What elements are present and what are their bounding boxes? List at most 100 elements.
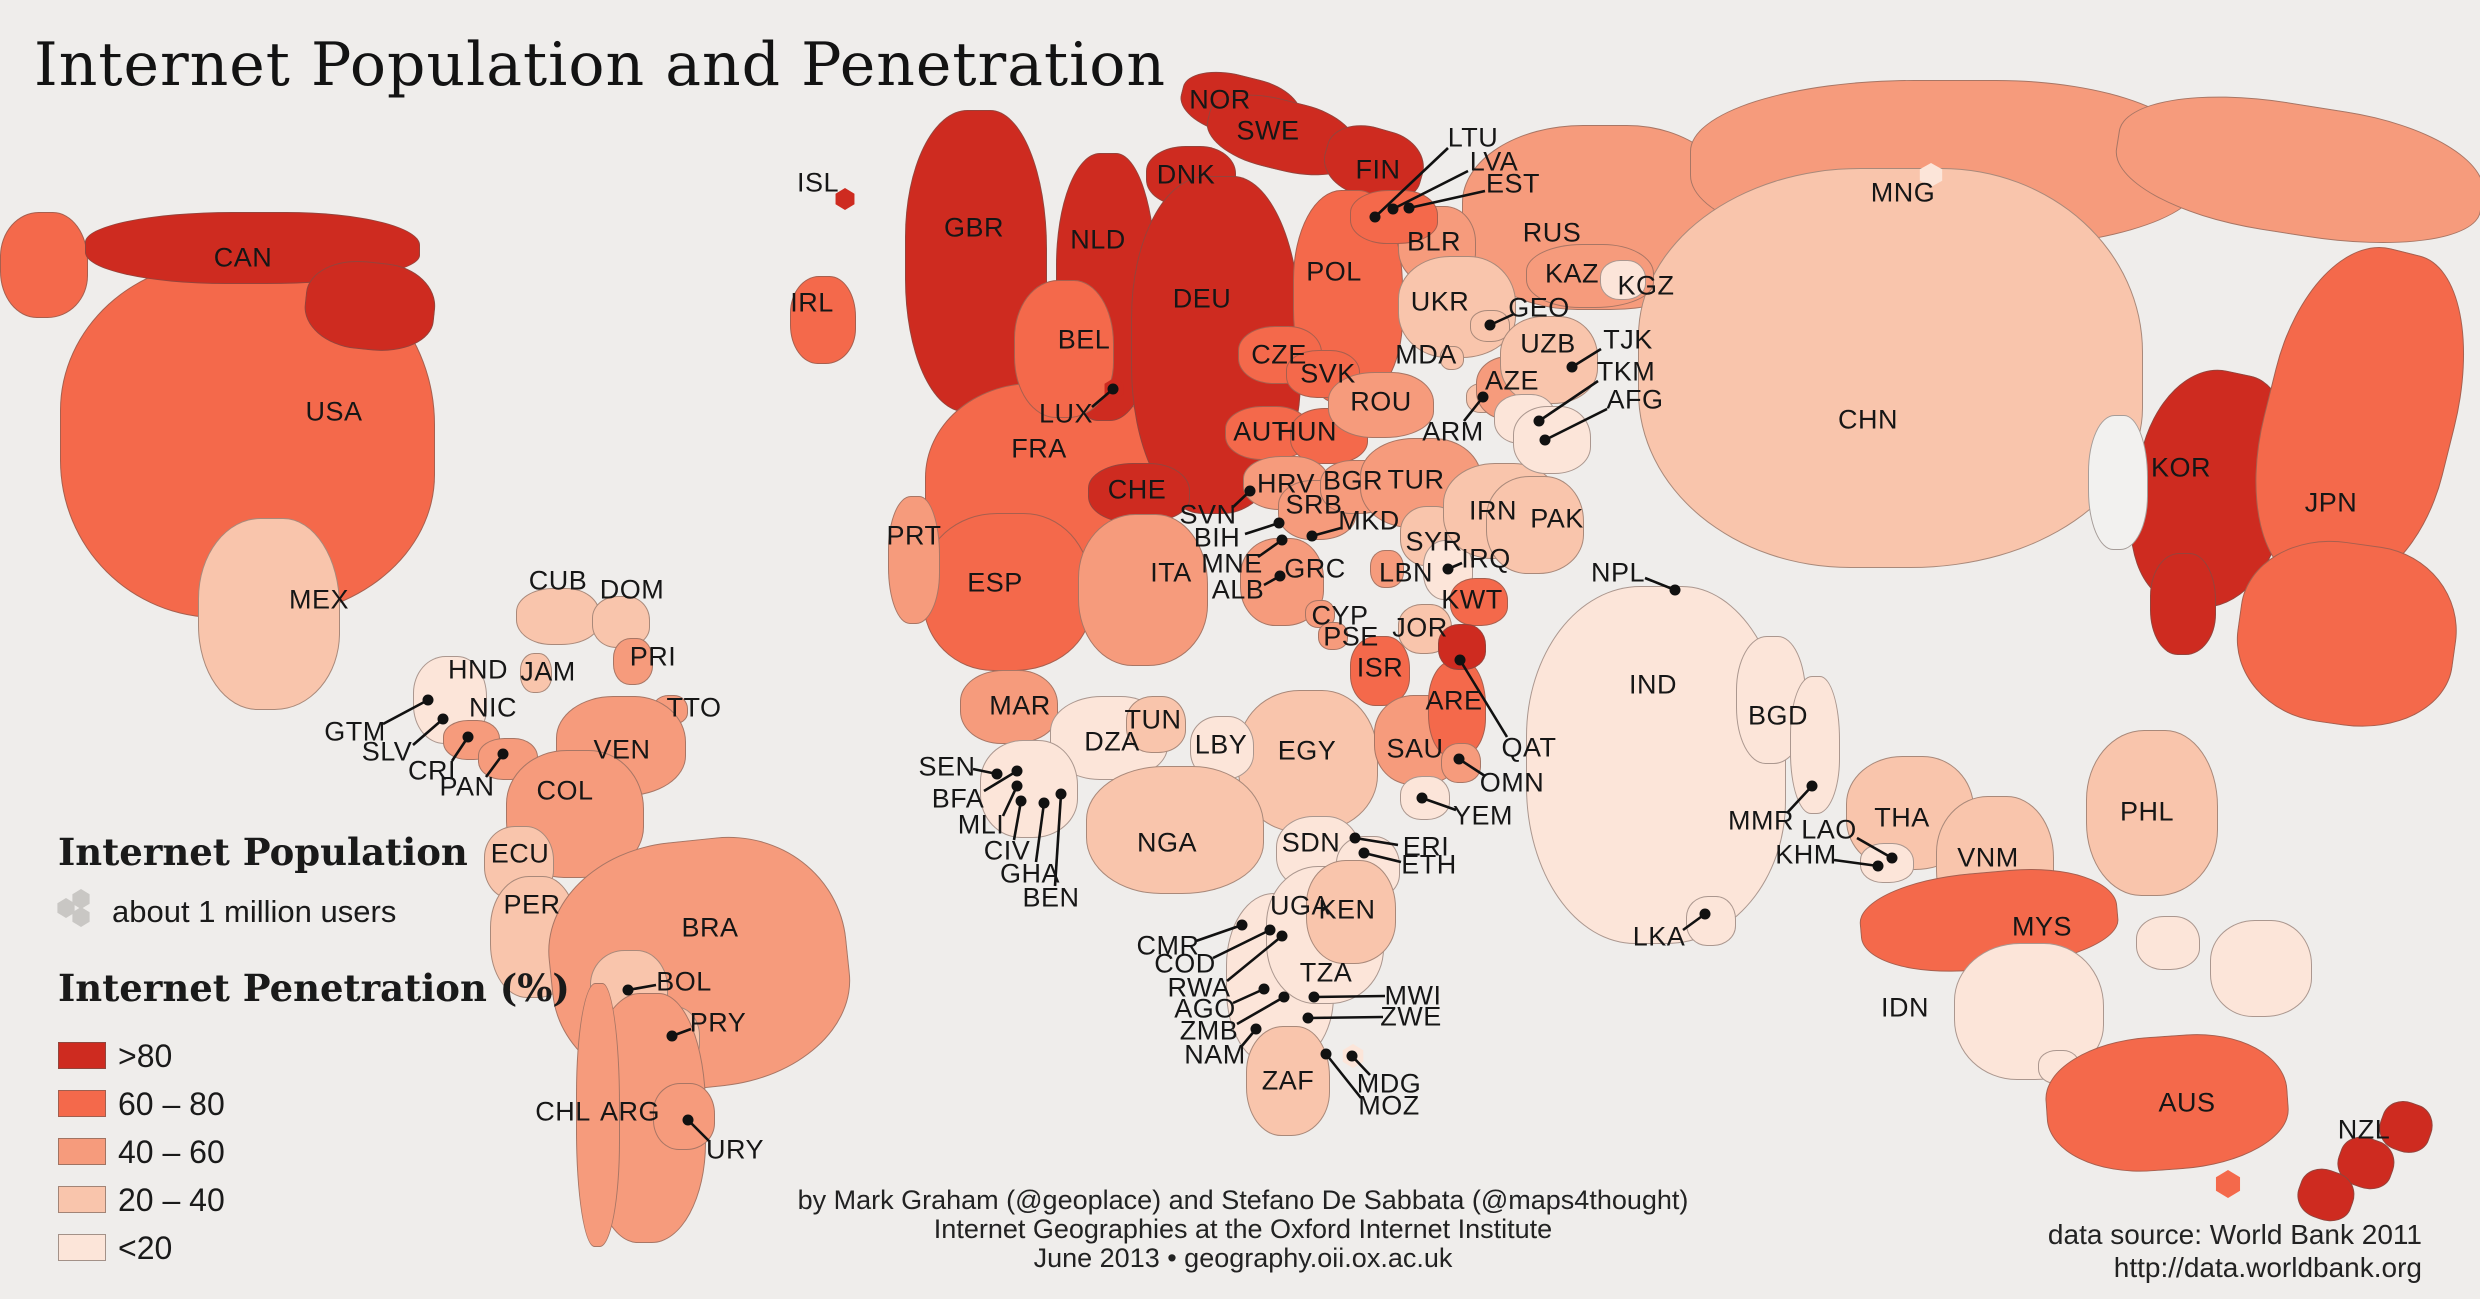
country-dot-BEN <box>1055 788 1067 800</box>
country-shape-ZAF <box>1246 1026 1330 1136</box>
country-shape-MMR <box>1790 676 1840 814</box>
country-label-PER: PER <box>503 889 561 920</box>
country-dot-MNE <box>1276 534 1288 546</box>
country-label-TTO: TTO <box>666 692 722 723</box>
country-label-CAN: CAN <box>213 242 273 273</box>
country-label-RUS: RUS <box>1522 217 1582 248</box>
country-label-DNK: DNK <box>1156 159 1216 190</box>
country-shape-CHE <box>1088 463 1190 523</box>
leader-line-RWA <box>1226 934 1283 983</box>
country-label-ROU: ROU <box>1350 386 1412 417</box>
country-shape-CHL <box>576 983 620 1247</box>
country-dot-MWI <box>1308 991 1320 1003</box>
page-title: Internet Population and Penetration <box>34 30 1167 100</box>
leader-line-SLV <box>412 718 444 746</box>
country-shape-QAT <box>1438 624 1486 670</box>
hex-icon-part <box>72 907 90 927</box>
country-dot-LKA <box>1699 908 1711 920</box>
country-label-ZAF: ZAF <box>1261 1065 1315 1096</box>
country-label-THA: THA <box>1874 802 1930 833</box>
country-shape-PSE <box>1318 622 1348 650</box>
country-label-MWI: MWI <box>1384 980 1442 1011</box>
country-label-ESP: ESP <box>967 567 1023 598</box>
country-label-IDN: IDN <box>1881 992 1929 1023</box>
country-dot-URY <box>682 1114 694 1126</box>
country-label-MKD: MKD <box>1338 505 1400 536</box>
leader-line-EST <box>1408 189 1486 210</box>
country-label-BEN: BEN <box>1022 882 1080 913</box>
legend-range-label: 20 – 40 <box>118 1182 225 1218</box>
country-shape-IDN <box>2210 920 2312 1017</box>
legend-range-label: >80 <box>118 1038 173 1074</box>
country-label-GBR: GBR <box>943 212 1005 243</box>
country-label-MAR: MAR <box>989 690 1051 721</box>
country-dot-LUX <box>1107 383 1119 395</box>
country-label-SRB: SRB <box>1285 489 1343 520</box>
country-label-ISR: ISR <box>1356 652 1404 683</box>
leader-line-GTM <box>382 698 429 726</box>
leader-line-LVA <box>1392 169 1469 211</box>
country-shape-IND <box>1526 586 1786 944</box>
country-label-PHL: PHL <box>2119 796 2175 827</box>
country-label-UKR: UKR <box>1410 286 1470 317</box>
country-label-TZA: TZA <box>1299 957 1353 988</box>
leader-line-QAT <box>1458 659 1509 738</box>
legend-range-label: 60 – 80 <box>118 1086 225 1122</box>
country-dot-GEO <box>1484 319 1496 331</box>
country-label-HUN: HUN <box>1277 416 1337 447</box>
country-shape-ESP <box>923 513 1091 671</box>
country-dot-ALB <box>1274 570 1286 582</box>
country-label-CRI: CRI <box>408 755 456 786</box>
country-label-NOR: NOR <box>1189 84 1251 115</box>
country-label-ALB: ALB <box>1211 574 1265 605</box>
country-dot-TJK <box>1566 361 1578 373</box>
country-label-CUB: CUB <box>528 565 588 596</box>
country-label-CHE: CHE <box>1107 474 1167 505</box>
leader-line-CIV <box>1012 800 1023 841</box>
country-label-POL: POL <box>1306 256 1362 287</box>
country-label-DZA: DZA <box>1084 726 1140 757</box>
leader-line-COD <box>1212 928 1271 960</box>
credits-line: June 2013 • geography.oii.ox.ac.uk <box>1033 1243 1453 1273</box>
country-shape-ISR <box>1350 636 1410 706</box>
credits-line: by Mark Graham (@geoplace) and Stefano D… <box>797 1185 1689 1215</box>
country-label-SVN: SVN <box>1179 499 1237 530</box>
country-dot-TKM <box>1533 415 1545 427</box>
data-source-line: data source: World Bank 2011 <box>2047 1219 2422 1250</box>
leader-line-MMR <box>1786 785 1813 814</box>
country-label-MYS: MYS <box>2011 911 2073 942</box>
country-label-JAM: JAM <box>520 656 576 687</box>
country-shape-CHN <box>1638 168 2143 568</box>
legend-penetration-heading: Internet Penetration (%) <box>58 966 570 1010</box>
country-label-DEU: DEU <box>1172 283 1232 314</box>
country-label-KHM: KHM <box>1775 839 1837 870</box>
country-label-JOR: JOR <box>1392 612 1448 643</box>
country-label-NAM: NAM <box>1184 1039 1246 1070</box>
country-label-VEN: VEN <box>593 734 651 765</box>
leader-line-CMR <box>1195 923 1243 943</box>
leader-line-ERI <box>1354 836 1399 847</box>
country-label-TJK: TJK <box>1603 324 1653 355</box>
country-dot-COD <box>1264 924 1276 936</box>
leader-line-ETH <box>1363 851 1402 864</box>
legend-swatch <box>58 1234 106 1261</box>
country-label-MEX: MEX <box>288 584 350 615</box>
country-label-QAT: QAT <box>1501 732 1557 763</box>
country-label-KEN: KEN <box>1318 894 1376 925</box>
country-dot-PRY <box>666 1030 678 1042</box>
country-label-CIV: CIV <box>983 835 1031 866</box>
country-label-NZL: NZL <box>2337 1114 2391 1145</box>
country-label-HND: HND <box>448 654 508 685</box>
credits: by Mark Graham (@geoplace) and Stefano D… <box>798 1186 1689 1273</box>
data-source-line: http://data.worldbank.org <box>2113 1252 2422 1283</box>
country-dot-LTU <box>1369 211 1381 223</box>
leader-line-TJK <box>1571 347 1602 369</box>
leader-line-LTU <box>1374 147 1449 218</box>
country-shape-KEN <box>1306 860 1396 964</box>
hex-icon-part <box>72 889 90 909</box>
country-label-AFG: AFG <box>1606 384 1664 415</box>
country-dot-BOL <box>622 984 634 996</box>
country-label-MLI: MLI <box>957 809 1005 840</box>
